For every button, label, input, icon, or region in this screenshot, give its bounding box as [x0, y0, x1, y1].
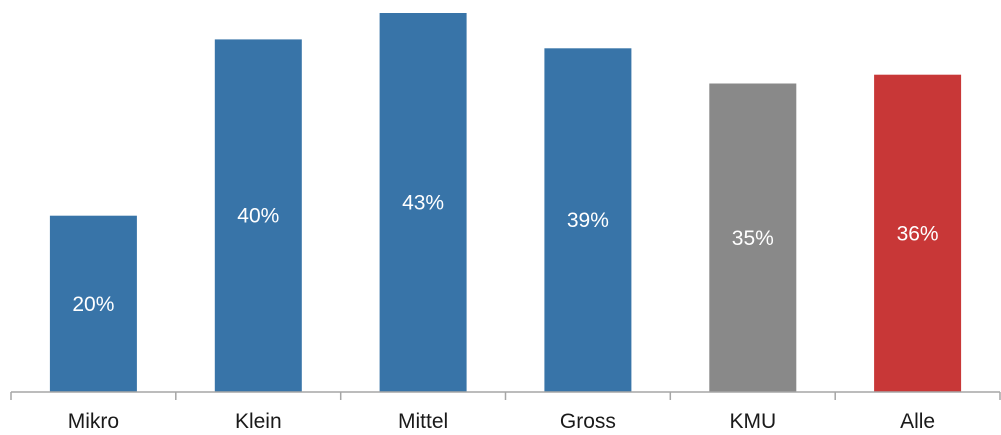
- bars-group: 20% 40% 43% 39% 35% 36%: [49, 13, 962, 393]
- data-label-mittel: 43%: [402, 192, 444, 215]
- category-label-mikro: Mikro: [68, 410, 119, 433]
- category-label-klein: Klein: [235, 410, 282, 433]
- category-labels: Mikro Klein Mittel Gross KMU Alle: [68, 410, 935, 433]
- bar-mittel: [379, 13, 467, 392]
- bar-kmu: [709, 83, 797, 392]
- bar-klein: [214, 39, 302, 393]
- category-label-kmu: KMU: [729, 410, 776, 433]
- data-label-klein: 40%: [237, 205, 279, 228]
- data-label-mikro: 20%: [72, 293, 114, 316]
- bar-gross: [544, 48, 632, 393]
- category-label-mittel: Mittel: [398, 410, 448, 433]
- bar-alle: [874, 74, 962, 392]
- data-label-kmu: 35%: [732, 227, 774, 250]
- data-label-alle: 36%: [897, 222, 939, 245]
- data-label-gross: 39%: [567, 209, 609, 232]
- category-label-gross: Gross: [560, 410, 616, 433]
- category-label-alle: Alle: [900, 410, 935, 433]
- x-axis: [10, 391, 1001, 400]
- bar-mikro: [49, 215, 137, 392]
